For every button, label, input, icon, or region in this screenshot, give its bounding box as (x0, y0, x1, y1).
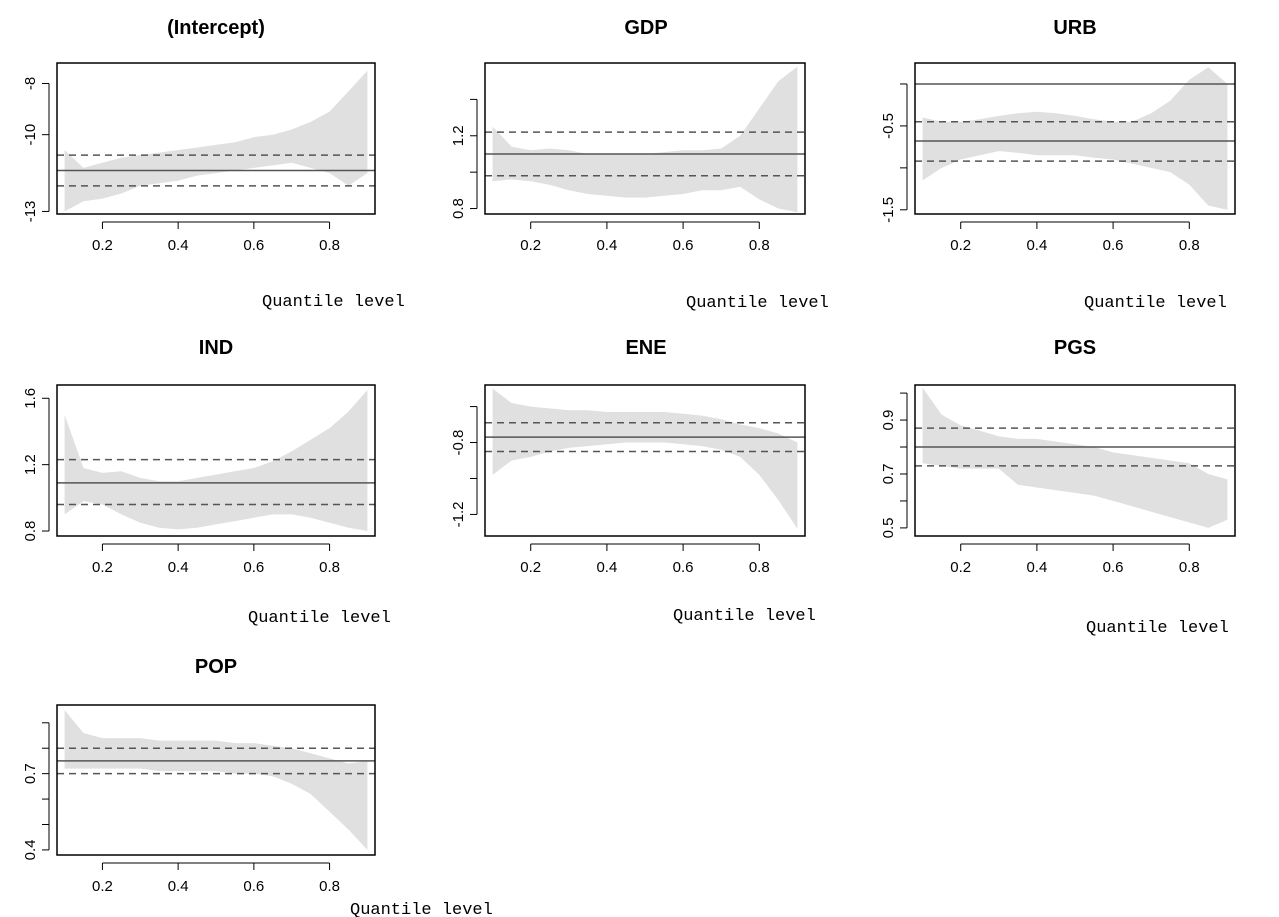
x-tick-label: 0.2 (92, 559, 113, 576)
x-tick-label: 0.2 (92, 878, 113, 895)
x-tick-label: 0.4 (1026, 237, 1047, 254)
y-tick-label: 0.5 (880, 517, 897, 538)
y-tick-label: -10 (22, 124, 39, 146)
y-tick-label: -8 (22, 77, 39, 90)
panel-3: 0.2 0.4 0.6 0.8 -1.5 -0.5 URB Quantile level (880, 17, 1236, 313)
x-tick-label: 0.4 (1026, 559, 1047, 576)
panel-title: ENE (625, 337, 666, 359)
confidence-band (492, 388, 798, 529)
y-tick-label: -0.5 (880, 113, 897, 139)
x-axis-label: Quantile level (262, 293, 405, 312)
panel-1: 0.2 0.4 0.6 0.8 -13 -10 -8 (Intercept) Quantile … (22, 17, 405, 312)
confidence-band (64, 390, 368, 531)
panel-title: PGS (1054, 337, 1096, 359)
y-tick-label: 1.2 (450, 125, 467, 146)
x-tick-label: 0.6 (1103, 237, 1124, 254)
confidence-band (922, 67, 1228, 210)
panel-title: (Intercept) (167, 17, 265, 39)
panel-title: GDP (624, 17, 667, 39)
x-axis-label: Quantile level (673, 607, 816, 626)
x-tick-label: 0.8 (1179, 559, 1200, 576)
y-tick-label: 1.2 (22, 454, 39, 475)
x-tick-label: 0.6 (243, 878, 264, 895)
confidence-band (922, 387, 1228, 528)
panel-5: 0.2 0.4 0.6 0.8 -1.2 -0.8 ENE Quantile level (450, 337, 816, 626)
x-tick-label: 0.8 (319, 237, 340, 254)
y-tick-label: 0.8 (22, 521, 39, 542)
panel-4: 0.2 0.4 0.6 0.8 0.8 1.2 1.6 IND Quantile level (22, 337, 391, 628)
x-tick-label: 0.4 (596, 559, 617, 576)
x-tick-label: 0.2 (520, 559, 541, 576)
x-tick-label: 0.8 (1179, 237, 1200, 254)
x-tick-label: 0.8 (319, 559, 340, 576)
x-tick-label: 0.2 (92, 237, 113, 254)
plot-frame (484, 384, 806, 537)
confidence-band (64, 70, 368, 212)
panel-title: IND (199, 337, 233, 359)
x-tick-label: 0.2 (520, 237, 541, 254)
y-tick-label: -1.2 (450, 501, 467, 527)
x-axis-label: Quantile level (1086, 619, 1229, 638)
y-tick-label: 0.7 (880, 464, 897, 485)
plot-frame (914, 62, 1236, 215)
y-tick-label: 1.6 (22, 388, 39, 409)
x-axis-label: Quantile level (350, 901, 493, 917)
x-tick-label: 0.8 (749, 237, 770, 254)
x-tick-label: 0.6 (1103, 559, 1124, 576)
x-tick-label: 0.8 (319, 878, 340, 895)
panel-2: 0.2 0.4 0.6 0.8 0.8 1.2 GDP Quantile level (450, 17, 829, 313)
plot-frame (56, 384, 376, 537)
y-tick-label: 0.7 (22, 763, 39, 784)
x-tick-label: 0.6 (243, 237, 264, 254)
x-axis-label: Quantile level (1084, 294, 1227, 313)
x-axis-label: Quantile level (686, 294, 829, 313)
x-tick-label: 0.4 (168, 237, 189, 254)
confidence-band (64, 710, 368, 850)
x-tick-label: 0.4 (168, 559, 189, 576)
panel-6: 0.2 0.4 0.6 0.8 0.5 0.7 0.9 PGS Quantile level (880, 337, 1236, 638)
y-tick-label: -1.5 (880, 197, 897, 223)
x-axis-label: Quantile level (248, 609, 391, 628)
y-tick-label: 0.8 (450, 198, 467, 219)
panel-7: 0.2 0.4 0.6 0.8 0.4 0.7 POP Quantile level (22, 656, 493, 917)
x-tick-label: 0.6 (673, 237, 694, 254)
x-tick-label: 0.4 (168, 878, 189, 895)
confidence-band (492, 66, 798, 213)
x-tick-label: 0.8 (749, 559, 770, 576)
plot-frame (56, 62, 376, 215)
x-tick-label: 0.6 (673, 559, 694, 576)
panel-title: POP (195, 656, 237, 678)
y-tick-label: 0.4 (22, 839, 39, 860)
x-tick-label: 0.6 (243, 559, 264, 576)
x-tick-label: 0.2 (950, 559, 971, 576)
panel-title: URB (1053, 17, 1096, 39)
plot-frame (914, 384, 1236, 537)
y-tick-label: 0.9 (880, 410, 897, 431)
x-tick-label: 0.4 (596, 237, 617, 254)
plot-frame (56, 704, 376, 856)
y-tick-label: -13 (22, 201, 39, 223)
plot-frame (484, 62, 806, 215)
y-tick-label: -0.8 (450, 430, 467, 456)
x-tick-label: 0.2 (950, 237, 971, 254)
